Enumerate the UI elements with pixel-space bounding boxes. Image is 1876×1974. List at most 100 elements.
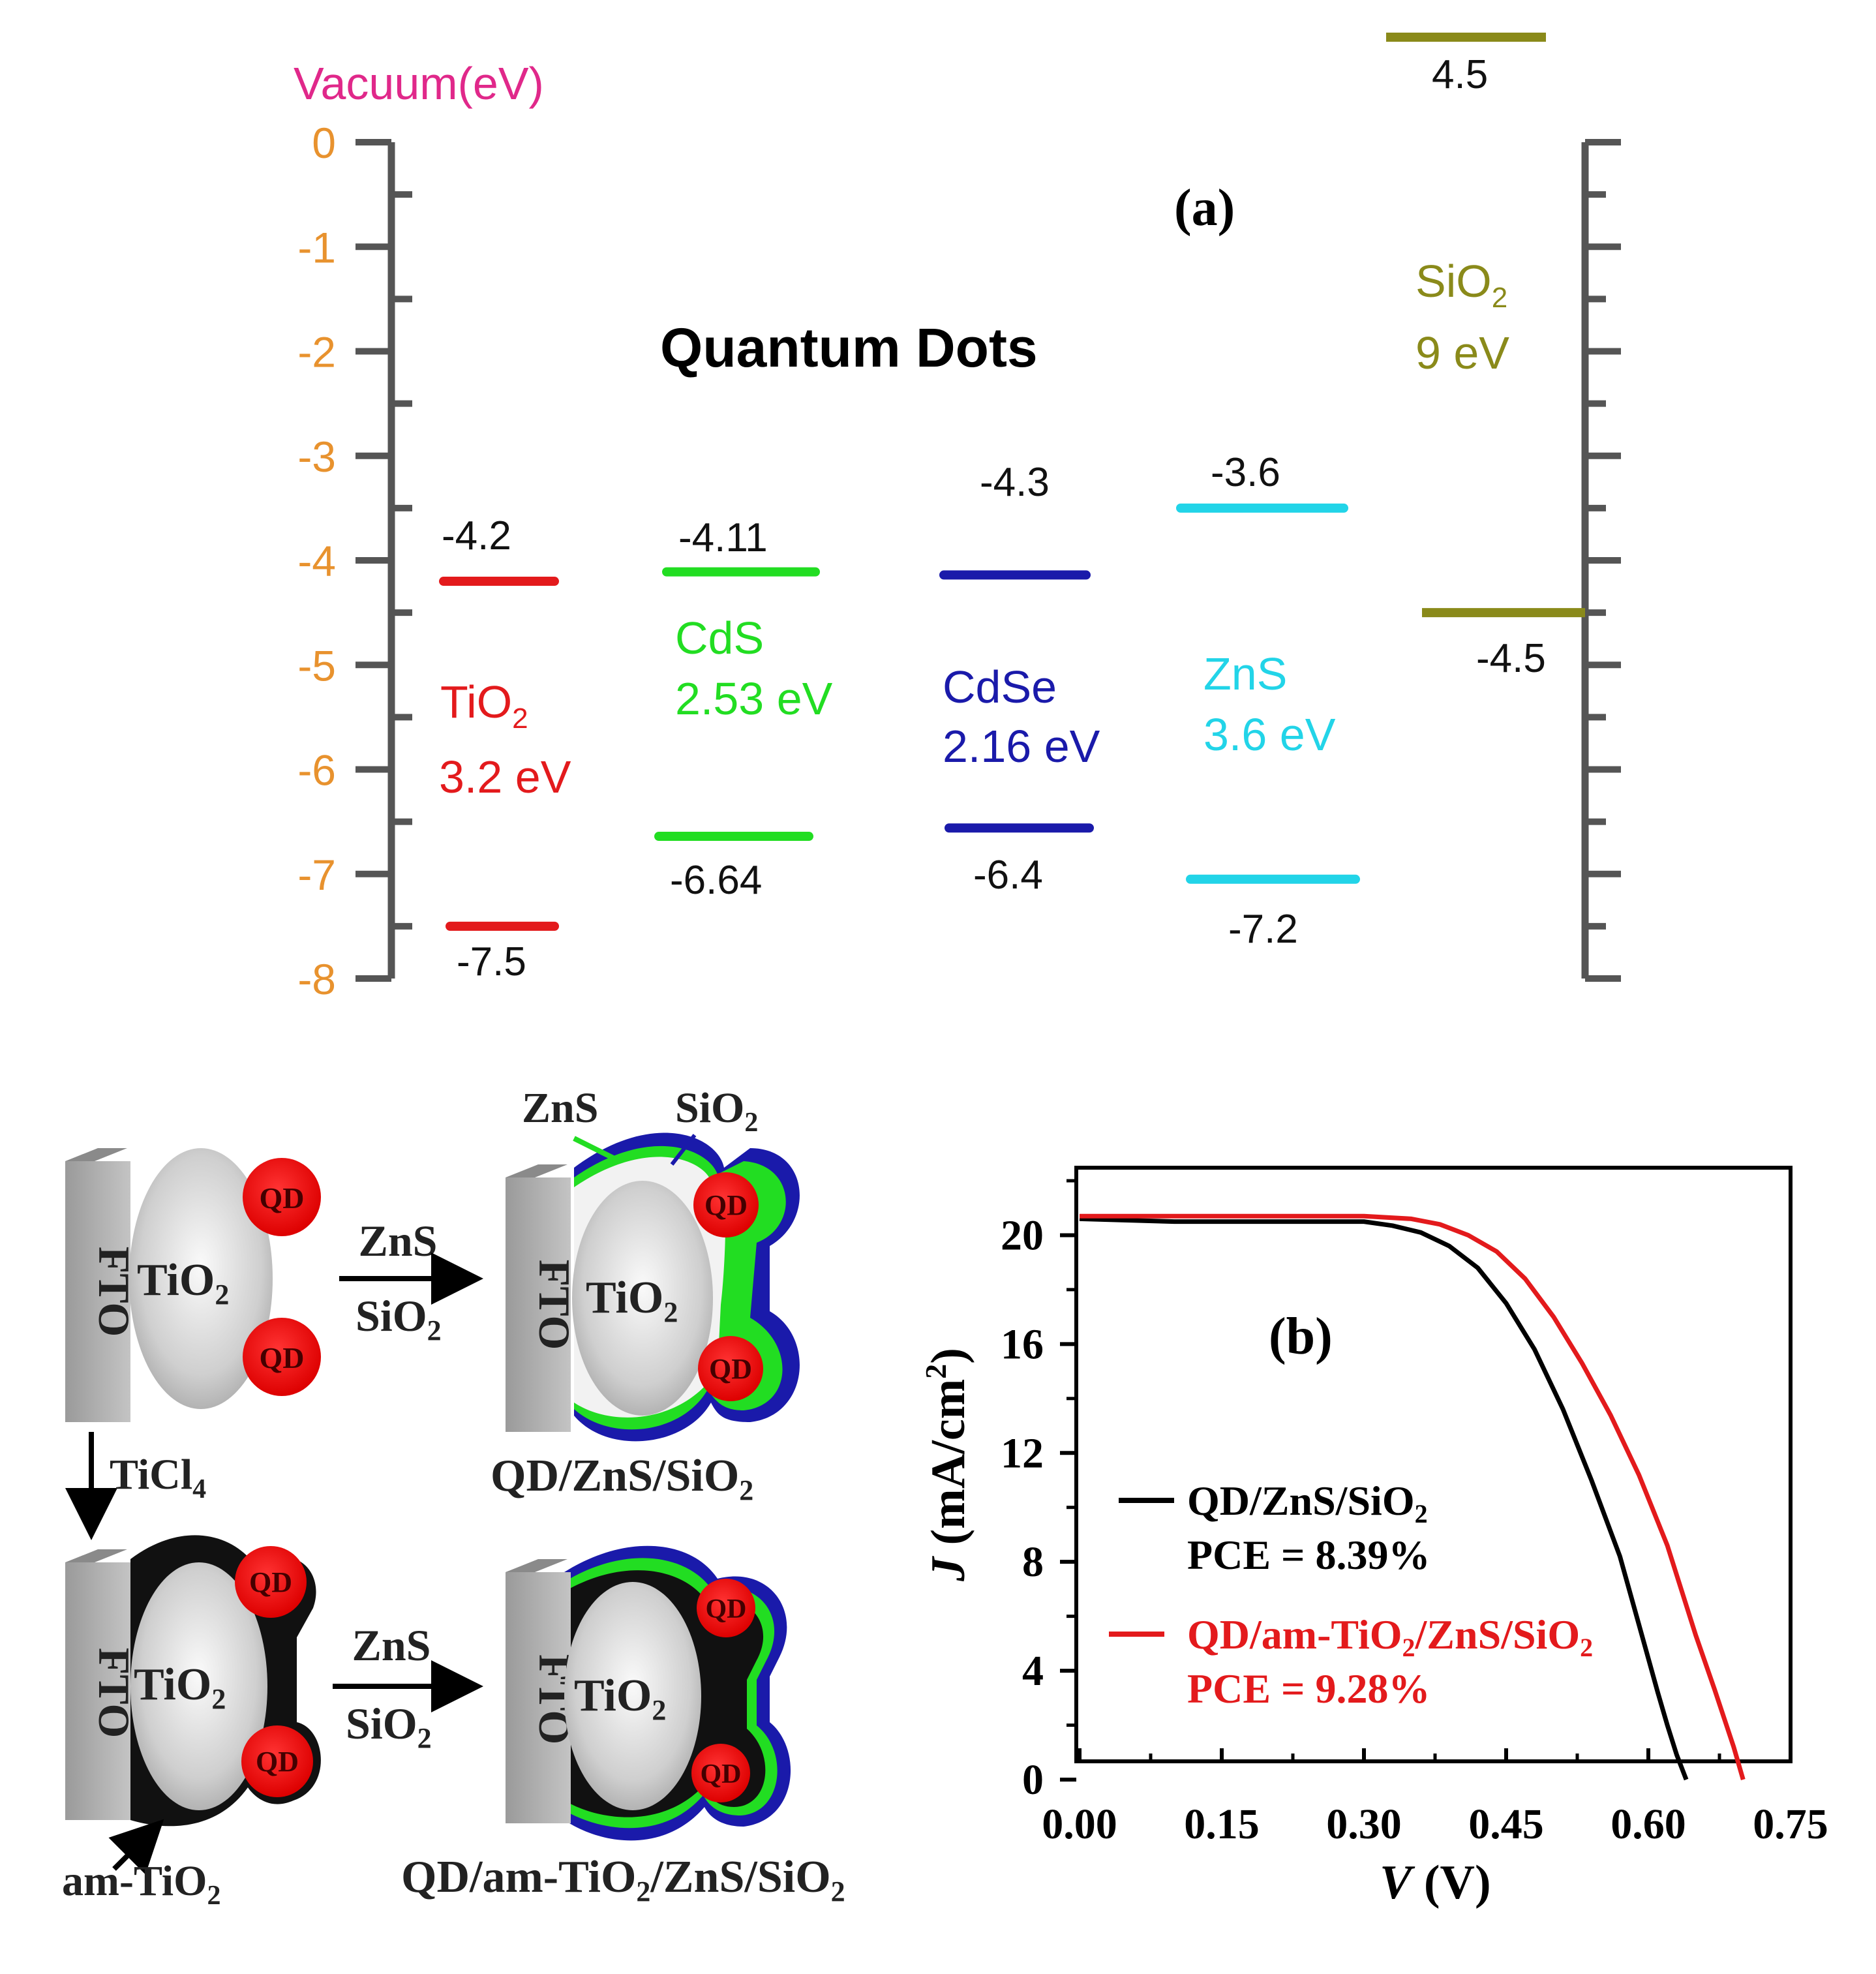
material-name-text: TiO [440, 676, 512, 727]
qd-label: QD [709, 1353, 752, 1385]
tio2-subscript: 2 [215, 1279, 229, 1311]
y-tick-label: 12 [1001, 1429, 1044, 1477]
scheme-zns-sio2: FTO TiO2 QD QD ZnS SiO2 QD/ZnS/SiO2 [491, 1084, 800, 1506]
tio2-subscript: 2 [663, 1296, 678, 1328]
energy-axes: 0 -1 -2 -3 -4 -5 -6 -7 -8 [297, 119, 1621, 1003]
svg-text:TiO2: TiO2 [134, 1660, 226, 1715]
cb-energy-label: -3.6 [1211, 450, 1280, 495]
band-gap-label: 2.16 eV [943, 721, 1100, 772]
cb-energy-label: -4.3 [980, 460, 1050, 505]
diagram-title: Quantum Dots [660, 317, 1038, 378]
material-name-text: CdS [675, 613, 764, 663]
y-tick-label: -7 [297, 851, 336, 899]
legend-series-2-sub: 2 [1402, 1633, 1415, 1662]
vb-energy-label: -6.4 [973, 853, 1043, 898]
material-name: CdSe [943, 661, 1057, 712]
caption-bottom-subscript: 2 [636, 1875, 650, 1907]
material-name: ZnS [1203, 648, 1287, 699]
step-arrow-top: ZnS SiO2 [339, 1216, 483, 1346]
callout-sio2: SiO [675, 1084, 744, 1132]
vb-energy-label: -7.5 [457, 939, 526, 984]
y-tick-label: 4 [1022, 1647, 1044, 1695]
callout-zns: ZnS [522, 1084, 598, 1132]
svg-text:TiCl4: TiCl4 [110, 1451, 206, 1504]
material-subscript: 2 [512, 703, 528, 735]
panel-label-a: (a) [1174, 179, 1235, 237]
panel-label-b: (b) [1269, 1308, 1333, 1365]
y-tick-label: 16 [1001, 1320, 1044, 1368]
legend-series-2-rest: /ZnS/SiO [1415, 1611, 1581, 1658]
step-sio2-subscript: 2 [417, 1722, 432, 1754]
x-axis-title-symbol: V [1380, 1856, 1415, 1909]
tio2-subscript: 2 [652, 1694, 666, 1726]
svg-text:TiO2: TiO2 [574, 1671, 666, 1726]
svg-text:QD/am-TiO2/ZnS/SiO2: QD/am-TiO2/ZnS/SiO2 [1187, 1611, 1593, 1662]
y-tick-label: 20 [1001, 1211, 1044, 1259]
x-tick-label: 0.15 [1184, 1800, 1260, 1848]
y-tick-label: -4 [297, 537, 336, 585]
tio2-label: TiO [137, 1255, 215, 1305]
callout-sio2-subscript: 2 [744, 1108, 758, 1138]
band-gap-label: 9 eV [1415, 327, 1509, 378]
x-tick-label: 0.30 [1326, 1800, 1402, 1848]
svg-text:TiO2: TiO2 [137, 1255, 229, 1311]
svg-text:J (mA/cm2): J (mA/cm2) [919, 1348, 975, 1582]
material-name-text: SiO [1415, 256, 1492, 307]
legend: QD/ZnS/SiO2 PCE = 8.39% QD/am-TiO2/ZnS/S… [1109, 1478, 1593, 1712]
vb-energy-label: -4.5 [1476, 636, 1546, 681]
energy-level-panel: Vacuum(eV) (a) Quantum Dots 0 -1 -2 -3 -4 -5 -… [294, 33, 1621, 1003]
am-tio2-subscript: 2 [207, 1881, 220, 1911]
x-tick-label: 0.60 [1611, 1800, 1686, 1848]
svg-text:QD/ZnS/SiO2: QD/ZnS/SiO2 [1187, 1478, 1428, 1528]
legend-series-1-sub: 2 [1415, 1499, 1428, 1528]
material-name: TiO2 [440, 676, 528, 735]
qd-label: QD [706, 1594, 747, 1624]
cb-energy-label: -4.11 [678, 515, 768, 560]
svg-text:SiO2: SiO2 [346, 1699, 432, 1754]
ticl4-label: TiCl [110, 1451, 192, 1498]
jv-curve-panel: 0.00 0.15 0.30 0.45 0.60 0.75 0 4 8 12 16 20 (b) QD… [919, 1166, 1828, 1909]
vb-energy-label: -7.2 [1228, 907, 1298, 952]
cb-energy-label: -4.2 [442, 513, 511, 558]
step-zns-label: ZnS [352, 1620, 431, 1670]
svg-text:SiO2: SiO2 [356, 1291, 442, 1346]
curve-qd-am-tio2-zns-sio2 [1080, 1213, 1746, 1780]
qd-label: QD [260, 1341, 305, 1374]
y-tick-label: -2 [297, 328, 336, 376]
caption-bottom-rest: /ZnS/SiO [650, 1852, 830, 1902]
caption-bottom-subscript-2: 2 [831, 1875, 845, 1907]
y-axis-title-sup: 2 [919, 1364, 952, 1379]
x-tick-label: 0.00 [1042, 1800, 1117, 1848]
step-sio2-label: SiO [356, 1291, 427, 1341]
qd-label: QD [256, 1746, 299, 1778]
jv-axes: 0.00 0.15 0.30 0.45 0.60 0.75 0 4 8 12 16 20 [1001, 1179, 1828, 1848]
curve-qd-zns-sio2 [1079, 1216, 1689, 1781]
y-tick-label: 8 [1022, 1538, 1044, 1586]
material-name-text: ZnS [1203, 648, 1287, 699]
scheme-am-tio2: FTO TiO2 QD QD am-TiO2 [62, 1535, 321, 1911]
svg-text:SiO2: SiO2 [675, 1084, 758, 1138]
y-axis-label: Vacuum(eV) [294, 58, 544, 109]
material-subscript: 2 [1492, 282, 1507, 314]
legend-pce-1: PCE = 8.39% [1187, 1532, 1430, 1578]
fto-label: FTO [530, 1260, 579, 1350]
y-axis-title-symbol: J [922, 1556, 975, 1582]
passivation-schematic: FTO TiO2 QD QD ZnS SiO2 FTO TiO2 QD [62, 1084, 845, 1911]
svg-text:am-TiO2: am-TiO2 [62, 1857, 220, 1911]
material-name-text: CdSe [943, 661, 1057, 712]
am-tio2-label: am-TiO [62, 1857, 207, 1905]
tio2-label: TiO [134, 1660, 211, 1710]
qd-label: QD [249, 1566, 292, 1598]
svg-text:TiO2: TiO2 [586, 1273, 678, 1328]
step-arrow-bottom: ZnS SiO2 [333, 1620, 483, 1754]
caption-bottom: QD/am-TiO [401, 1852, 636, 1902]
svg-text:QD/ZnS/SiO2: QD/ZnS/SiO2 [491, 1451, 753, 1506]
qd-label: QD [260, 1181, 305, 1215]
x-tick-label: 0.45 [1468, 1800, 1544, 1848]
jv-curves [1079, 1213, 1746, 1781]
caption-top: QD/ZnS/SiO [491, 1451, 739, 1501]
qd-label: QD [701, 1759, 742, 1789]
